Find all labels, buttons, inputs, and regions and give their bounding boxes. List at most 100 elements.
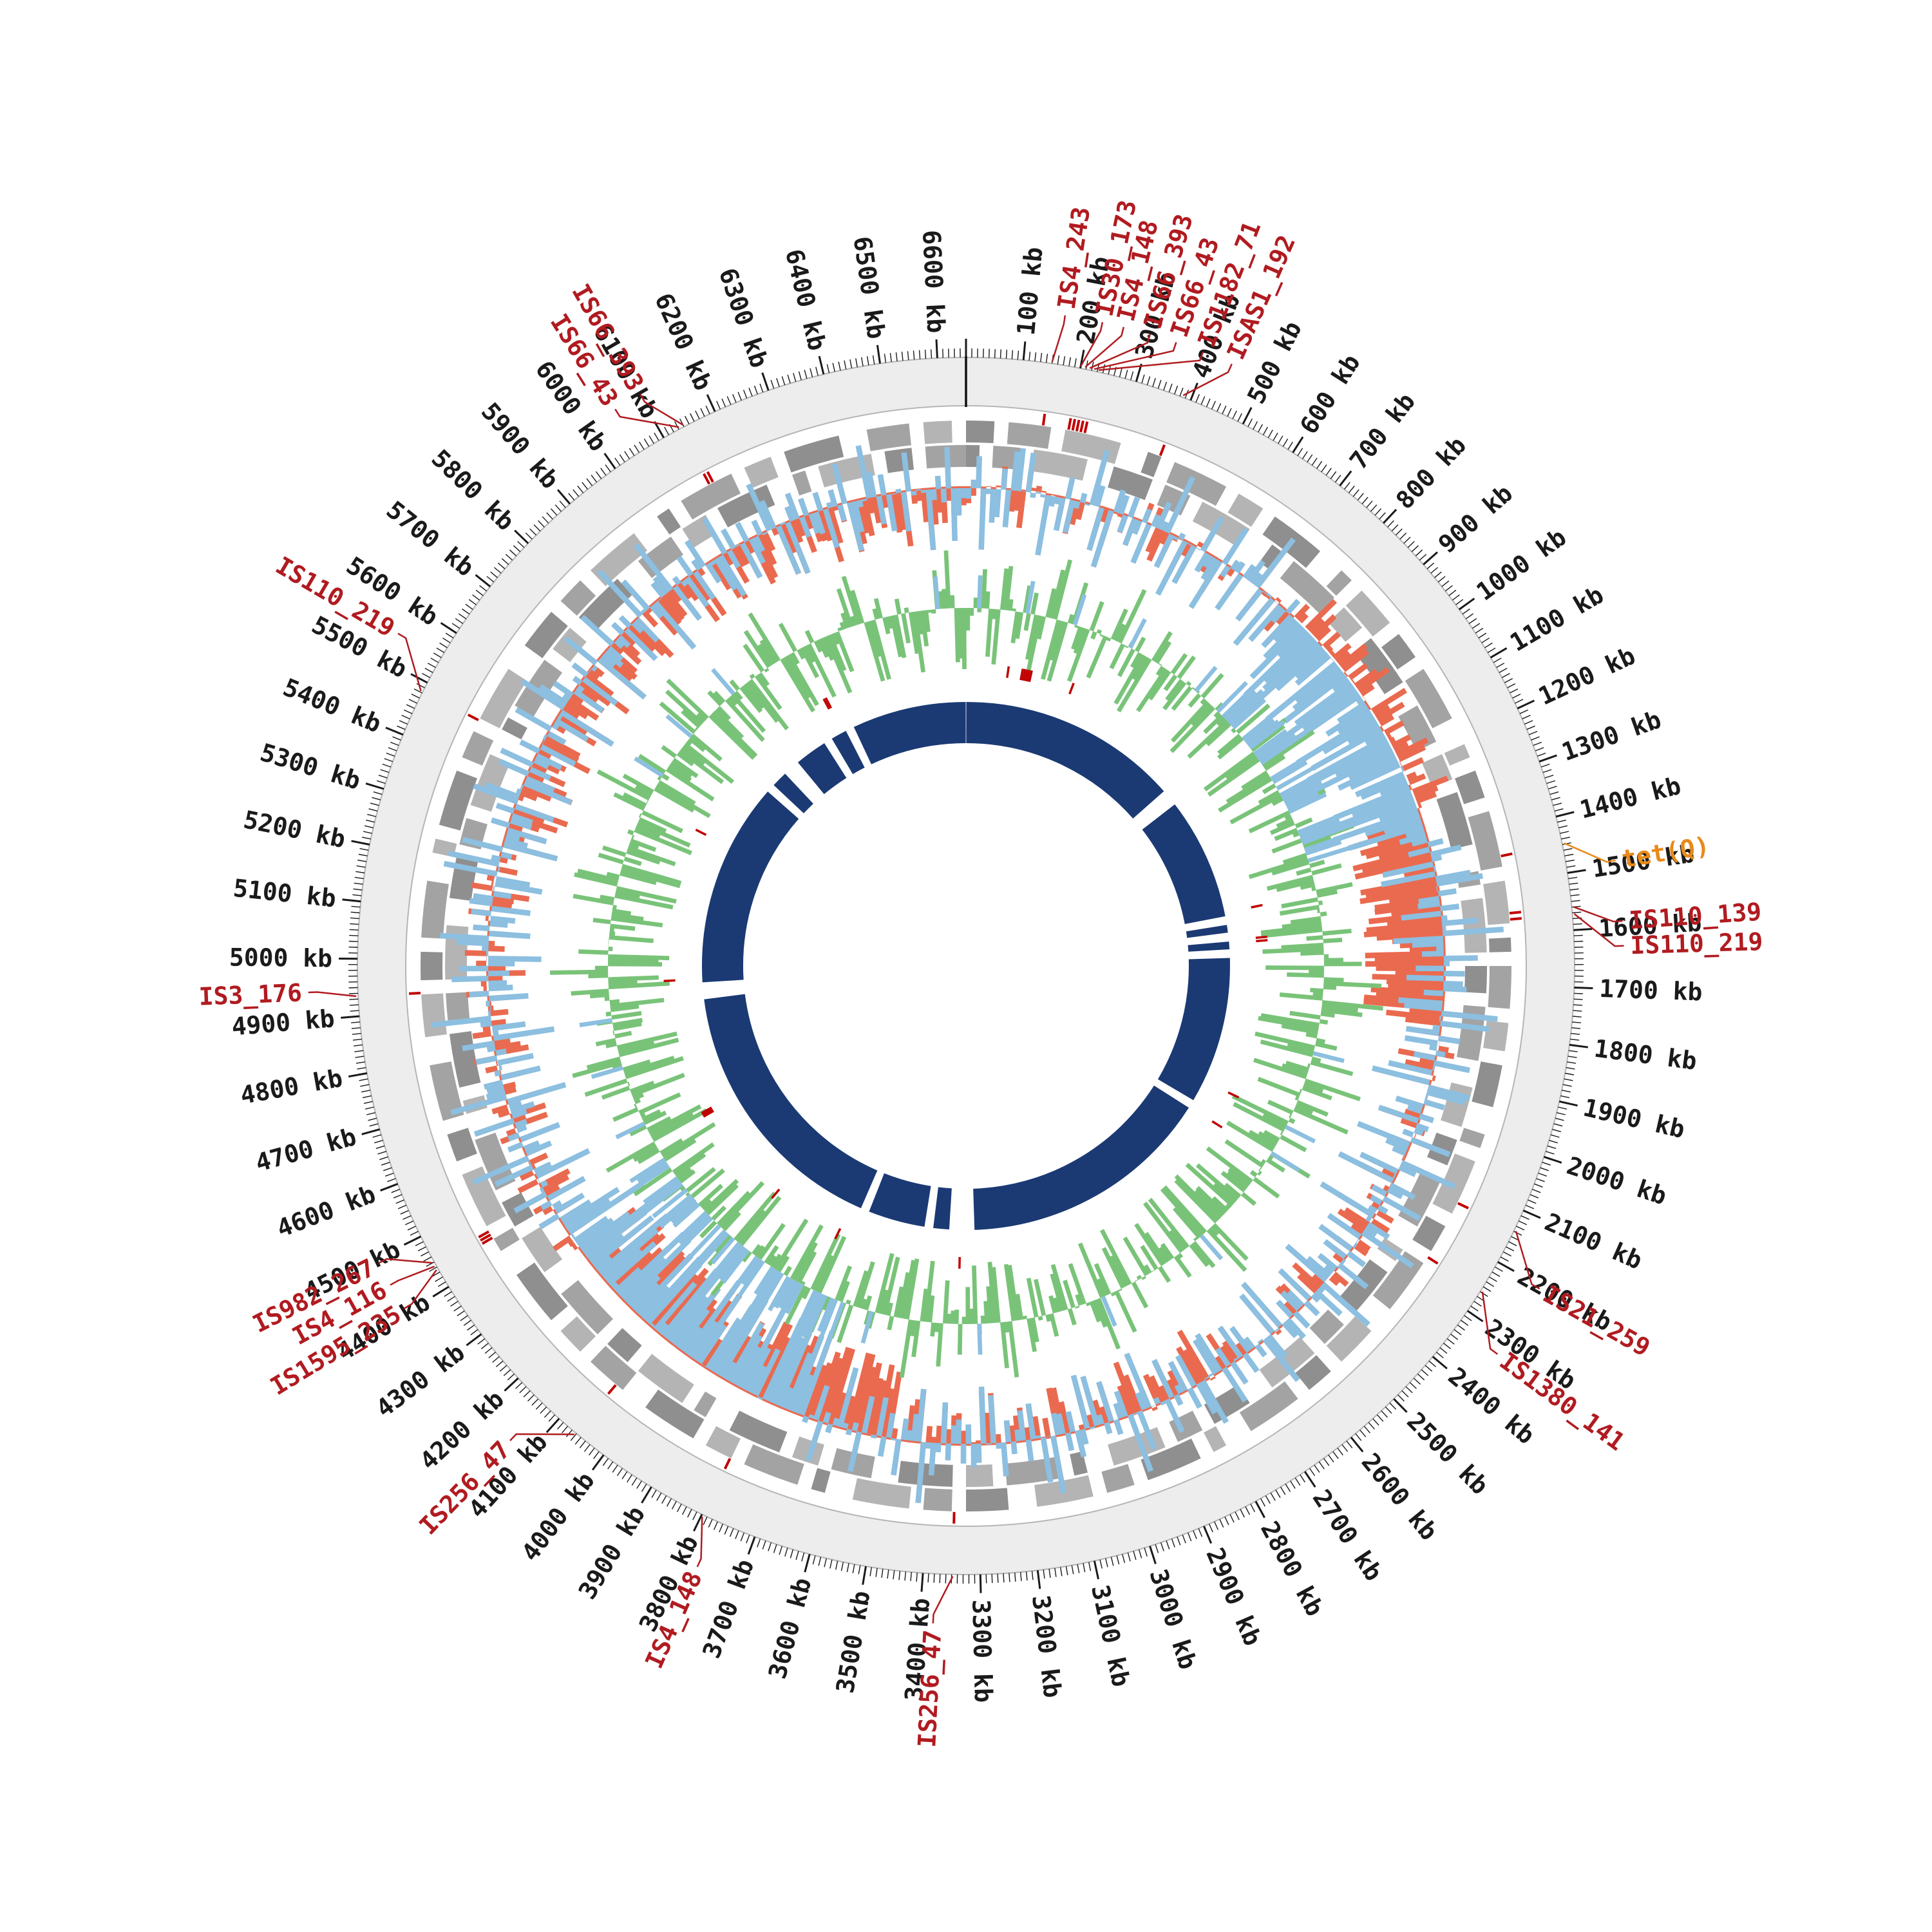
annotation-tick-inner <box>1227 1091 1240 1099</box>
tick-label: 2500 kb <box>1401 1406 1494 1500</box>
tick-label: 700 kb <box>1344 388 1421 475</box>
tick-label: 1700 kb <box>1599 974 1703 1007</box>
annotation-leader <box>509 1433 574 1441</box>
annotation-leader <box>1051 315 1066 362</box>
annotation-leader <box>1089 334 1151 369</box>
tick-label: 5800 kb <box>426 444 520 536</box>
annotation-tick-outer <box>1509 911 1522 914</box>
tick-label: 1200 kb <box>1534 641 1640 711</box>
tick-label: 4300 kb <box>371 1338 470 1423</box>
annotation-leader <box>696 1516 703 1567</box>
tick-label: 3200 kb <box>1027 1594 1067 1700</box>
tick-label: 1800 kb <box>1593 1034 1699 1075</box>
tick-label: 5300 kb <box>257 738 364 795</box>
tick-label: 3600 kb <box>763 1575 817 1681</box>
tick-label: 5900 kb <box>476 397 565 494</box>
annotation-leader <box>1481 1291 1499 1355</box>
annotation-tick-outer <box>1071 419 1077 431</box>
annotation-tick-outer <box>481 1236 493 1245</box>
annotation-leader <box>1515 1231 1540 1290</box>
annotation-tick-outer <box>1510 917 1522 921</box>
tick-label: 100 kb <box>1012 246 1048 337</box>
tick-label: 3700 kb <box>697 1555 759 1662</box>
tick-label: 3100 kb <box>1086 1582 1135 1689</box>
tick-label: 6400 kb <box>780 246 831 353</box>
annotation-tick-outer <box>1427 1256 1439 1265</box>
annotation-leader <box>1098 352 1204 371</box>
annotation-tick-outer <box>1067 418 1072 430</box>
annotation-tick-outer <box>467 714 479 721</box>
annotation-leader <box>308 991 357 998</box>
tick-label: 5400 kb <box>279 673 385 739</box>
annotation-tick-outer <box>1501 852 1513 858</box>
annotation-tick-inner <box>1019 668 1025 681</box>
annotation-tick-outer <box>1457 1202 1469 1209</box>
tick-label: 3000 kb <box>1144 1566 1202 1672</box>
tick-label: 4600 kb <box>273 1180 379 1243</box>
annotation-leader <box>639 393 684 426</box>
tick-label: 2000 kb <box>1564 1151 1671 1211</box>
annotation-leader <box>614 408 679 428</box>
tick-label: 800 kb <box>1390 431 1472 515</box>
annotation-tick-inner <box>1068 683 1075 695</box>
tick-label: 2900 kb <box>1200 1544 1267 1650</box>
annotation-label: IS3_176 <box>198 978 303 1010</box>
annotation-tick-outer <box>1041 413 1046 426</box>
annotation-tick-outer <box>703 473 711 485</box>
annotation-tick-outer <box>1079 420 1084 433</box>
tick-label: 5000 kb <box>229 943 333 973</box>
annotation-tick-inner <box>1006 666 1010 678</box>
annotation-leader <box>1182 363 1233 397</box>
annotation-tick-inner <box>663 979 676 983</box>
tick-label: 1900 kb <box>1580 1094 1687 1144</box>
annotation-tick-inner <box>1256 939 1268 943</box>
annotation-tick-inner <box>1026 670 1031 682</box>
annotation-leader <box>403 1269 437 1310</box>
annotation-tick-outer <box>478 1230 489 1238</box>
annotation-tick-inner <box>1028 670 1033 683</box>
annotation-tick-outer <box>1083 421 1089 433</box>
tick-label: 5100 kb <box>232 874 337 913</box>
annotation-leader <box>397 632 422 692</box>
annotation-tick-inner <box>1023 669 1029 681</box>
alignment-ring-navy <box>702 702 1230 1230</box>
tick-label: 2700 kb <box>1307 1484 1388 1586</box>
annotation-tick-inner <box>1021 668 1027 681</box>
tick-label: 4000 kb <box>516 1467 600 1567</box>
annotation-tick-inner <box>771 1188 781 1199</box>
annotation-tick-outer <box>1075 419 1081 432</box>
annotation-tick-inner <box>701 1108 714 1116</box>
tick-label: 5200 kb <box>241 805 348 853</box>
tick-label: 4900 kb <box>231 1004 336 1041</box>
annotation-leader <box>1084 327 1125 368</box>
tick-label: 6500 kb <box>848 234 891 341</box>
annotation-label: IS110_219 <box>1630 927 1763 960</box>
annotation-leader <box>1564 842 1616 863</box>
annotation-leader <box>378 1258 433 1264</box>
tick-label: 3300 kb <box>967 1599 998 1703</box>
tick-label: 1100 kb <box>1505 580 1608 657</box>
tick-label: 900 kb <box>1433 479 1518 559</box>
histogram-track-blue-inner <box>579 575 1358 1355</box>
tick-label: 1400 kb <box>1577 772 1683 824</box>
tick-label: 3900 kb <box>573 1501 650 1604</box>
tick-label: 3500 kb <box>831 1589 876 1695</box>
tick-label: 2600 kb <box>1356 1448 1443 1546</box>
annotation-label: IS256_47 <box>913 1629 947 1748</box>
annotation-leader <box>1573 906 1623 923</box>
annotation-leader <box>390 1265 435 1286</box>
annotation-tick-inner <box>822 698 831 710</box>
tick-label: 5700 kb <box>381 495 480 582</box>
tick-label: 600 kb <box>1294 349 1366 439</box>
annotation-tick-inner <box>1251 904 1263 909</box>
tick-label: 1600 kb <box>1598 908 1702 942</box>
annotation-tick-inner <box>703 1110 714 1118</box>
annotation-tick-inner <box>695 828 707 836</box>
annotation-leader <box>1080 321 1104 367</box>
tick-label: 6300 kb <box>714 265 774 372</box>
annotation-tick-outer <box>723 1457 732 1470</box>
annotation-tick-inner <box>834 1227 842 1240</box>
annotation-tick-outer <box>607 1384 617 1395</box>
annotation-tick-inner <box>701 1106 712 1115</box>
